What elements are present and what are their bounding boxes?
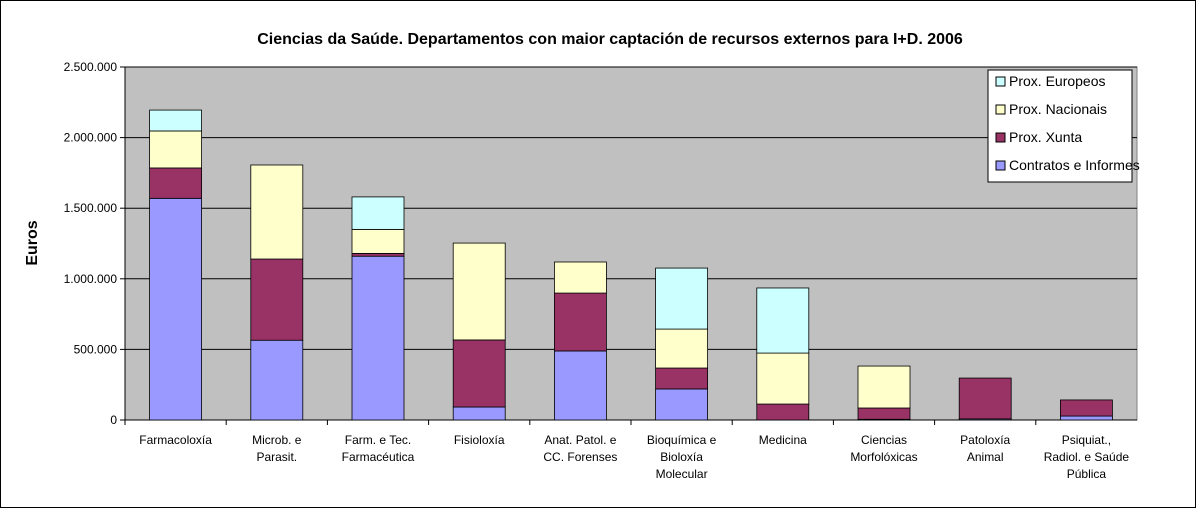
legend-label: Prox. Europeos	[1009, 73, 1106, 89]
bar-segment	[452, 242, 506, 341]
bar-segment	[756, 403, 810, 421]
legend-swatch	[995, 132, 1006, 143]
y-tick-label: 0	[110, 413, 117, 427]
x-tick-label: Ciencias Morfolóxicas	[850, 433, 917, 464]
legend-swatch	[995, 104, 1006, 115]
y-axis-label: Euros	[24, 220, 41, 265]
legend-label: Prox. Xunta	[1009, 129, 1082, 145]
bar-segment	[958, 377, 1012, 420]
bar-segment	[756, 352, 810, 405]
legend-swatch	[995, 76, 1006, 87]
x-tick-label: Medicina	[759, 433, 807, 447]
legend: Prox. Europeos Prox. Nacionais Prox. Xunta…	[987, 69, 1140, 183]
bar-segment	[857, 407, 911, 420]
bar-segment	[351, 228, 405, 254]
bar-segment	[655, 388, 708, 421]
bar-segment	[250, 164, 304, 260]
legend-label: Contratos e Informes	[1009, 157, 1140, 173]
bar-segment	[857, 365, 911, 409]
y-tick-label: 1.500.000	[64, 201, 118, 215]
bar-segment	[149, 130, 203, 169]
bar-segment	[452, 339, 506, 408]
bar-segment	[250, 339, 304, 421]
y-tick-label: 500.000	[74, 342, 118, 356]
legend-swatch	[995, 160, 1006, 171]
bar-segment	[452, 406, 506, 421]
y-tick-label: 2.000.000	[64, 131, 118, 145]
x-tick-label: Patoloxía Animal	[960, 433, 1010, 464]
chart-title: Ciencias da Saúde. Departamentos con mai…	[257, 31, 963, 48]
bar-segment	[351, 255, 405, 421]
legend-box	[987, 69, 1133, 183]
bar-segment	[554, 350, 607, 421]
bar-segment	[149, 109, 203, 132]
x-tick-label: Anat. Patol. e CC. Forenses	[543, 433, 617, 464]
y-tick-label: 2.500.000	[64, 60, 118, 74]
bar-segment	[1060, 399, 1113, 417]
bar-segment	[655, 267, 708, 330]
legend-label: Prox. Nacionais	[1009, 101, 1107, 117]
bar-segment	[554, 292, 607, 352]
x-tick-label: Microb. e Parasit.	[252, 433, 302, 464]
x-tick-label: Psiquiat., Radiol. e Saúde Pública	[1044, 433, 1130, 481]
x-tick-label: Fisioloxía	[454, 433, 505, 447]
bar-segment	[655, 328, 708, 369]
bar-segment	[756, 287, 810, 354]
bar-segment	[655, 367, 708, 390]
x-tick-label: Farm. e Tec. Farmacéutica	[342, 433, 415, 464]
x-tick-label: Bioquímica e Bioloxía Molecular	[647, 433, 717, 481]
bar-segment	[149, 197, 203, 421]
bar-segment	[554, 261, 607, 294]
bar-segment	[351, 196, 405, 230]
bar-segment	[1060, 415, 1113, 421]
bar-segment	[351, 252, 405, 257]
bar-segment	[250, 258, 304, 341]
y-tick-label: 1.000.000	[64, 272, 118, 286]
bar-segment	[149, 167, 203, 199]
x-tick-label: Farmacoloxía	[139, 433, 212, 447]
